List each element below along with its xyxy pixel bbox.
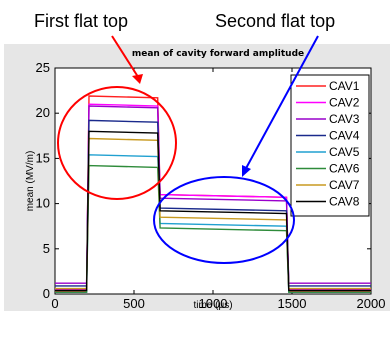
legend-label-cav3: CAV3	[329, 112, 360, 126]
legend-label-cav5: CAV5	[329, 145, 360, 159]
y-tick-label: 0	[43, 286, 50, 301]
legend: CAV1 CAV2 CAV3 CAV4 CAV5 CAV6 CAV7 CAV8	[290, 74, 370, 217]
legend-label-cav6: CAV6	[329, 162, 360, 176]
first-flat-top-ellipse	[57, 86, 177, 200]
x-axis-label: time (μs)	[193, 300, 232, 311]
y-tick-label: 15	[36, 150, 50, 165]
legend-label-cav7: CAV7	[329, 178, 360, 192]
axis-ticks: 0 500 1000 1500 2000 0 5 10 15 20 25	[36, 60, 386, 311]
first-flat-top-arrow	[111, 35, 141, 81]
y-tick-label: 25	[36, 60, 50, 75]
series-lines	[55, 95, 371, 293]
annotation-second-flat-top: Second flat top	[215, 11, 335, 31]
chart-title: mean of cavity forward amplitude	[132, 49, 304, 59]
annotation-shapes	[57, 35, 319, 264]
legend-label-cav4: CAV4	[329, 129, 360, 143]
x-tick-label: 0	[51, 296, 58, 311]
legend-label-cav1: CAV1	[329, 79, 360, 93]
legend-label-cav2: CAV2	[329, 96, 360, 110]
series-line-cav8	[55, 130, 371, 292]
legend-label-cav8: CAV8	[329, 195, 360, 209]
y-tick-label: 20	[36, 105, 50, 120]
y-axis-label: mean (MV/m)	[25, 151, 36, 212]
legend-box	[290, 74, 370, 217]
annotation-first-flat-top: First flat top	[34, 11, 128, 31]
first-flat-top-arrowhead	[132, 74, 143, 84]
x-tick-label: 1000	[199, 296, 228, 311]
y-tick-label: 10	[36, 196, 50, 211]
x-tick-label: 500	[123, 296, 145, 311]
second-flat-top-arrowhead	[242, 165, 251, 177]
y-tick-label: 5	[43, 241, 50, 256]
second-flat-top-arrow	[243, 35, 319, 173]
x-tick-label: 1500	[278, 296, 307, 311]
x-tick-label: 2000	[357, 296, 386, 311]
second-flat-top-ellipse	[153, 176, 295, 264]
